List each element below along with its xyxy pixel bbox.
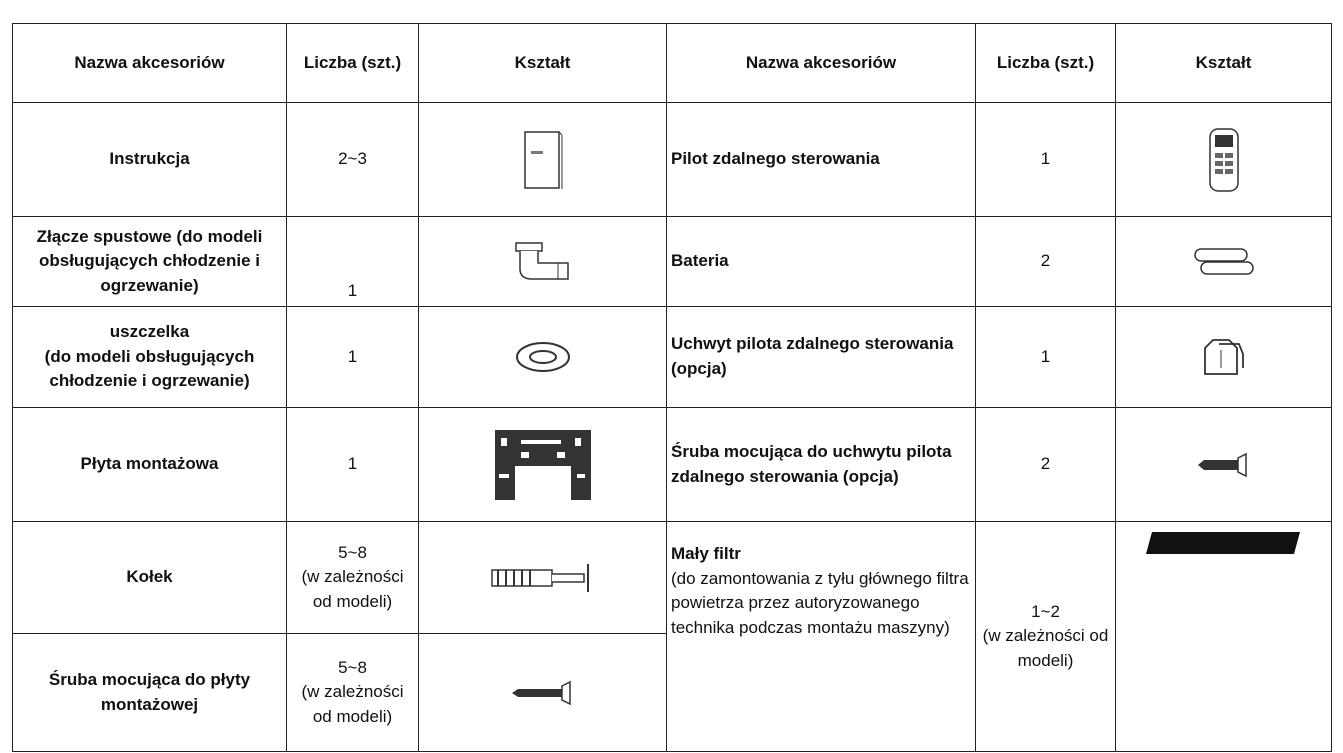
row: Płyta montażowa 1 Śruba mocująca do uchw… — [12, 407, 1332, 522]
row: Złącze spustowe (do modeli obsługujących… — [12, 216, 1332, 307]
screw-icon — [511, 680, 571, 705]
name-cell: Mały filtr (do zamontowania z tyłu główn… — [666, 521, 976, 752]
shape-cell — [418, 102, 667, 217]
name-cell: Płyta montażowa — [12, 407, 287, 522]
name-cell: Śruba mocująca do uchwytu pilota zdalneg… — [666, 407, 976, 522]
name-cell: uszczelka (do modeli obsługujących chłod… — [12, 306, 287, 408]
name-cell: Złącze spustowe (do modeli obsługujących… — [12, 216, 287, 307]
header-row: Nazwa akcesoriów Liczba (szt.) Kształt N… — [12, 23, 1332, 103]
quantity-cell: 1 — [286, 306, 419, 408]
manual-icon — [523, 130, 562, 189]
header-cell: Kształt — [418, 23, 667, 103]
drain-joint-icon — [514, 241, 569, 280]
quantity-cell: 1 — [975, 306, 1116, 408]
shape-cell — [418, 407, 667, 522]
shape-cell — [418, 306, 667, 408]
header-cell: Kształt — [1115, 23, 1332, 103]
header-cell: Liczba (szt.) — [286, 23, 419, 103]
quantity-cell: 2~3 — [286, 102, 419, 217]
header-cell: Liczba (szt.) — [975, 23, 1116, 103]
name-cell: Kołek — [12, 521, 287, 634]
quantity-cell: 5~8 (w zależności od modeli) — [286, 633, 419, 752]
mounting-plate-icon — [494, 429, 591, 500]
quantity-cell: 2 — [975, 407, 1116, 522]
gasket-icon — [515, 342, 570, 372]
filter-note: (do zamontowania z tyłu głównego filtra … — [671, 568, 969, 637]
shape-cell — [1115, 102, 1332, 217]
shape-cell — [1115, 407, 1332, 522]
accessories-table: Nazwa akcesoriów Liczba (szt.) Kształt N… — [12, 23, 1332, 752]
remote-icon — [1208, 127, 1239, 192]
name-cell: Instrukcja — [12, 102, 287, 217]
shape-cell — [418, 521, 667, 634]
row: Instrukcja 2~3 Pilot zdalnego sterowania… — [12, 102, 1332, 217]
quantity-cell: 1~2 (w zależności od modeli) — [975, 521, 1116, 752]
screw-icon — [1197, 452, 1247, 477]
header-cell: Nazwa akcesoriów — [666, 23, 976, 103]
name-cell: Bateria — [666, 216, 976, 307]
quantity-cell: 1 — [975, 102, 1116, 217]
shape-cell — [1115, 521, 1332, 752]
anchor-icon — [490, 563, 589, 592]
battery-icon — [1193, 247, 1254, 275]
row: Śruba mocująca do płyty montażowej 5~8 (… — [12, 633, 1332, 752]
quantity-cell: 1 — [286, 216, 419, 307]
filter-icon — [1145, 532, 1300, 554]
remote-holder-icon — [1203, 339, 1244, 375]
shape-cell — [1115, 216, 1332, 307]
filter-name: Mały filtr — [671, 544, 741, 563]
quantity-cell: 5~8 (w zależności od modeli) — [286, 521, 419, 634]
name-cell: Pilot zdalnego sterowania — [666, 102, 976, 217]
name-cell: Uchwyt pilota zdalnego sterowania (opcja… — [666, 306, 976, 408]
quantity-cell: 2 — [975, 216, 1116, 307]
header-cell: Nazwa akcesoriów — [12, 23, 287, 103]
shape-cell — [1115, 306, 1332, 408]
quantity-cell: 1 — [286, 407, 419, 522]
shape-cell — [418, 216, 667, 307]
name-cell: Śruba mocująca do płyty montażowej — [12, 633, 287, 752]
shape-cell — [418, 633, 667, 752]
row: uszczelka (do modeli obsługujących chłod… — [12, 306, 1332, 408]
row: Kołek 5~8 (w zależności od modeli) Mały … — [12, 521, 1332, 752]
